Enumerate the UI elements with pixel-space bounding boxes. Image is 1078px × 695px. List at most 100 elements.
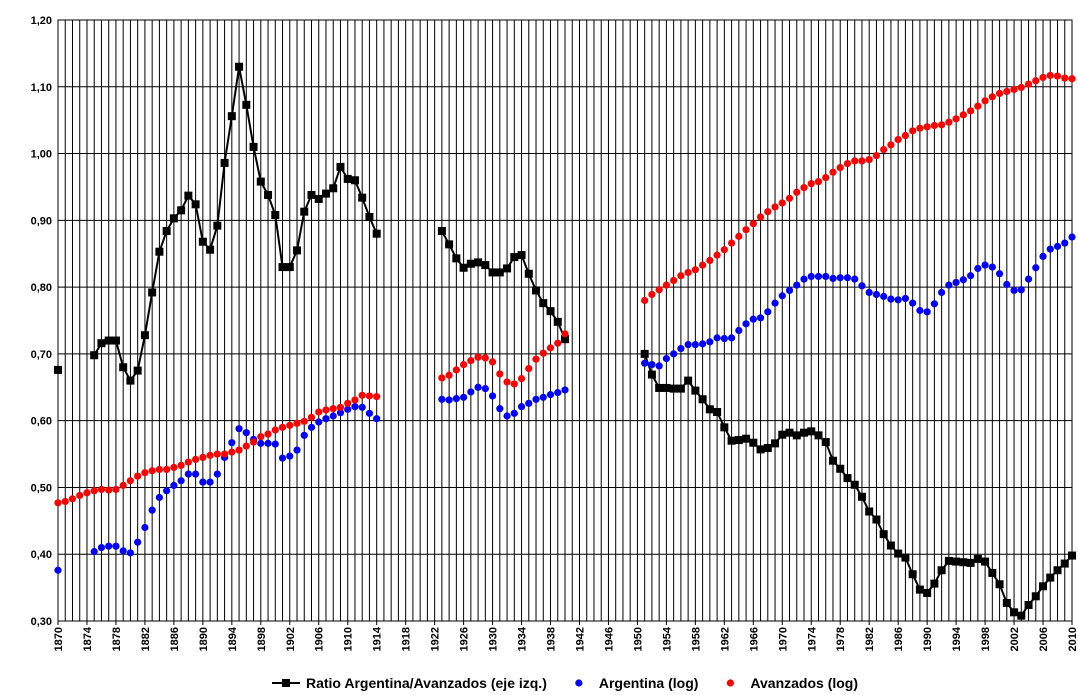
- point-marker: [344, 399, 352, 407]
- point-marker: [155, 247, 164, 256]
- point-marker: [546, 391, 555, 399]
- point-marker: [358, 391, 366, 399]
- point-marker: [923, 123, 931, 131]
- point-marker: [691, 340, 699, 349]
- point-marker: [460, 360, 468, 369]
- point-marker: [981, 557, 990, 566]
- point-marker: [756, 445, 765, 454]
- point-marker: [706, 338, 714, 346]
- point-marker: [807, 180, 815, 188]
- y-tick-label: 0,60: [31, 416, 52, 428]
- point-marker: [257, 433, 265, 441]
- point-marker: [763, 444, 772, 453]
- point-marker: [170, 481, 178, 490]
- point-marker: [372, 229, 381, 238]
- point-marker: [699, 261, 707, 269]
- point-marker: [539, 393, 547, 401]
- x-tick-label: 1914: [372, 626, 384, 651]
- point-marker: [344, 405, 352, 413]
- point-marker: [865, 155, 873, 164]
- point-marker: [488, 358, 497, 366]
- point-marker: [952, 557, 961, 566]
- point-marker: [930, 300, 938, 308]
- x-tick-label: 1962: [719, 627, 731, 651]
- point-marker: [641, 359, 649, 367]
- point-marker: [684, 268, 692, 277]
- point-marker: [1053, 72, 1062, 80]
- point-marker: [1017, 83, 1025, 92]
- point-marker: [474, 383, 482, 391]
- point-marker: [126, 477, 135, 485]
- point-marker: [228, 448, 236, 456]
- legend: Ratio Argentina/Avanzados (eje izq.) Arge…: [271, 675, 858, 691]
- point-marker: [785, 194, 794, 202]
- point-marker: [365, 212, 374, 221]
- point-marker: [778, 199, 786, 207]
- point-marker: [974, 264, 982, 273]
- point-marker: [561, 386, 569, 394]
- point-marker: [749, 315, 757, 323]
- point-marker: [836, 464, 845, 473]
- point-marker: [640, 349, 649, 358]
- point-marker: [851, 157, 859, 165]
- point-marker: [858, 157, 866, 165]
- point-marker: [134, 538, 142, 546]
- point-marker: [793, 281, 801, 289]
- legend-marker: [726, 679, 735, 687]
- point-marker: [945, 281, 953, 289]
- point-marker: [286, 452, 294, 460]
- point-marker: [764, 208, 772, 216]
- point-marker: [249, 438, 258, 446]
- point-marker: [821, 438, 830, 447]
- point-marker: [525, 399, 533, 407]
- legend-marker: [281, 679, 290, 687]
- x-tick-label: 1922: [430, 627, 442, 651]
- point-marker: [742, 320, 750, 328]
- point-marker: [1060, 559, 1069, 568]
- point-marker: [843, 159, 852, 168]
- point-marker: [467, 388, 475, 396]
- point-marker: [800, 275, 808, 283]
- point-marker: [140, 331, 149, 340]
- point-marker: [496, 405, 504, 413]
- point-marker: [785, 428, 794, 437]
- point-marker: [257, 439, 265, 447]
- x-tick-label: 1970: [777, 627, 789, 651]
- point-marker: [264, 439, 272, 447]
- x-tick-label: 1878: [111, 627, 123, 651]
- point-marker: [894, 296, 902, 304]
- point-marker: [981, 97, 989, 105]
- point-marker: [836, 163, 844, 172]
- point-marker: [213, 450, 221, 458]
- point-marker: [213, 470, 221, 478]
- point-marker: [735, 232, 743, 240]
- point-marker: [126, 376, 135, 385]
- point-marker: [865, 288, 873, 297]
- point-marker: [1039, 582, 1048, 591]
- point-marker: [655, 383, 664, 392]
- point-marker: [329, 405, 337, 413]
- point-marker: [909, 299, 917, 307]
- point-marker: [192, 455, 200, 463]
- point-marker: [286, 421, 294, 429]
- point-marker: [445, 371, 453, 379]
- point-marker: [655, 362, 663, 370]
- point-marker: [358, 193, 367, 202]
- point-marker: [684, 376, 693, 385]
- point-marker: [1010, 85, 1018, 94]
- point-marker: [170, 463, 178, 472]
- point-marker: [945, 118, 953, 126]
- point-marker: [713, 334, 721, 342]
- x-tick-label: 1950: [632, 627, 644, 651]
- point-marker: [112, 542, 120, 550]
- point-marker: [199, 478, 207, 486]
- point-marker: [988, 93, 996, 101]
- point-marker: [83, 489, 91, 497]
- point-marker: [1002, 598, 1011, 607]
- x-tick-label: 1986: [893, 627, 905, 651]
- point-marker: [242, 100, 251, 109]
- x-tick-label: 2002: [1009, 627, 1021, 651]
- point-marker: [554, 389, 562, 397]
- point-marker: [648, 360, 656, 369]
- point-marker: [814, 178, 823, 186]
